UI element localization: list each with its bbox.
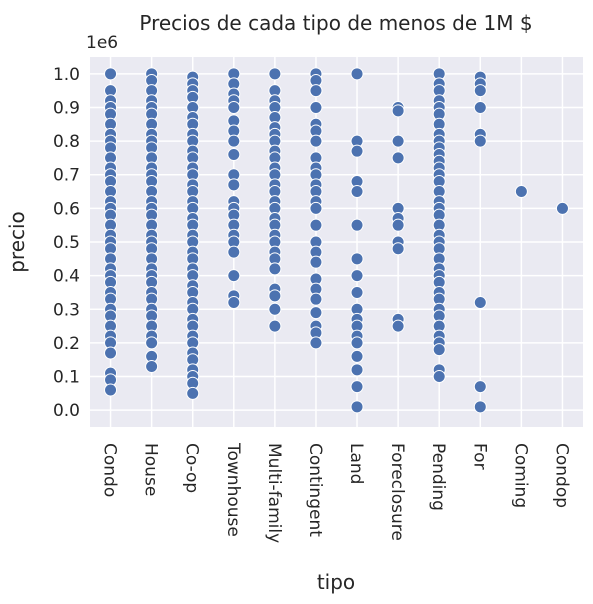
point: [473, 400, 487, 414]
point: [186, 386, 200, 400]
x-tick-label: Coming: [510, 443, 530, 508]
point: [309, 134, 323, 148]
point: [473, 100, 487, 114]
y-axis-label: precio: [5, 211, 29, 273]
x-tick-label: Co-op: [182, 443, 202, 493]
point: [227, 100, 241, 114]
point: [350, 185, 364, 199]
x-axis-label: tipo: [317, 570, 355, 594]
point: [391, 242, 405, 256]
point: [350, 380, 364, 394]
point: [350, 67, 364, 81]
point: [473, 380, 487, 394]
point: [227, 296, 241, 310]
point: [391, 319, 405, 333]
y-tick-label: 0.6: [53, 199, 80, 219]
point: [473, 134, 487, 148]
point: [391, 218, 405, 232]
point: [350, 252, 364, 266]
point: [227, 178, 241, 192]
point: [104, 67, 118, 81]
point: [473, 84, 487, 98]
point: [309, 100, 323, 114]
point: [309, 255, 323, 269]
x-tick-label: Contingent: [305, 443, 325, 537]
y-tick-label: 1.0: [53, 65, 80, 85]
y-tick-label: 0.4: [53, 267, 80, 287]
x-tick-label: House: [141, 443, 161, 496]
y-tick-label: 0.7: [53, 166, 80, 186]
point: [309, 292, 323, 306]
y-tick-label: 0.2: [53, 334, 80, 354]
point: [268, 262, 282, 276]
point: [227, 134, 241, 148]
x-tick-label: Pending: [428, 443, 448, 511]
y-tick-label: 0.5: [53, 233, 80, 253]
x-tick-label: Land: [346, 443, 366, 484]
x-tick-label: Townhouse: [223, 442, 243, 537]
point: [350, 336, 364, 350]
point: [391, 104, 405, 118]
point: [104, 346, 118, 360]
point: [145, 336, 159, 350]
y-tick-label: 0.1: [53, 368, 80, 388]
point: [268, 302, 282, 316]
point: [309, 201, 323, 215]
point: [473, 296, 487, 310]
point: [350, 400, 364, 414]
chart-title: Precios de cada tipo de menos de 1M $: [139, 11, 532, 35]
point: [268, 319, 282, 333]
x-tick-label: Multi-family: [264, 443, 284, 543]
x-tick-label: Condo: [100, 443, 120, 497]
point: [268, 289, 282, 303]
point: [350, 285, 364, 299]
point: [432, 343, 446, 357]
point: [309, 218, 323, 232]
x-tick-label: Foreclosure: [387, 443, 407, 541]
point: [227, 269, 241, 283]
point: [227, 245, 241, 259]
offset-label: 1e6: [86, 33, 118, 53]
point: [309, 336, 323, 350]
point: [350, 218, 364, 232]
point: [514, 185, 528, 199]
y-tick-label: 0.9: [53, 98, 80, 118]
point: [104, 383, 118, 397]
point: [227, 148, 241, 162]
point: [268, 67, 282, 81]
point: [432, 370, 446, 384]
point: [555, 201, 569, 215]
point: [309, 84, 323, 98]
y-tick-label: 0.3: [53, 300, 80, 320]
marks: [104, 67, 569, 414]
point: [350, 269, 364, 283]
point: [350, 144, 364, 158]
point: [145, 359, 159, 373]
point: [391, 151, 405, 165]
point: [350, 363, 364, 377]
point: [391, 134, 405, 148]
point: [309, 306, 323, 320]
y-tick-label: 0.8: [53, 132, 80, 152]
y-tick-label: 0.0: [53, 401, 80, 421]
x-tick-label: Condop: [551, 443, 571, 508]
point: [350, 349, 364, 363]
x-tick-label: For: [469, 443, 489, 470]
